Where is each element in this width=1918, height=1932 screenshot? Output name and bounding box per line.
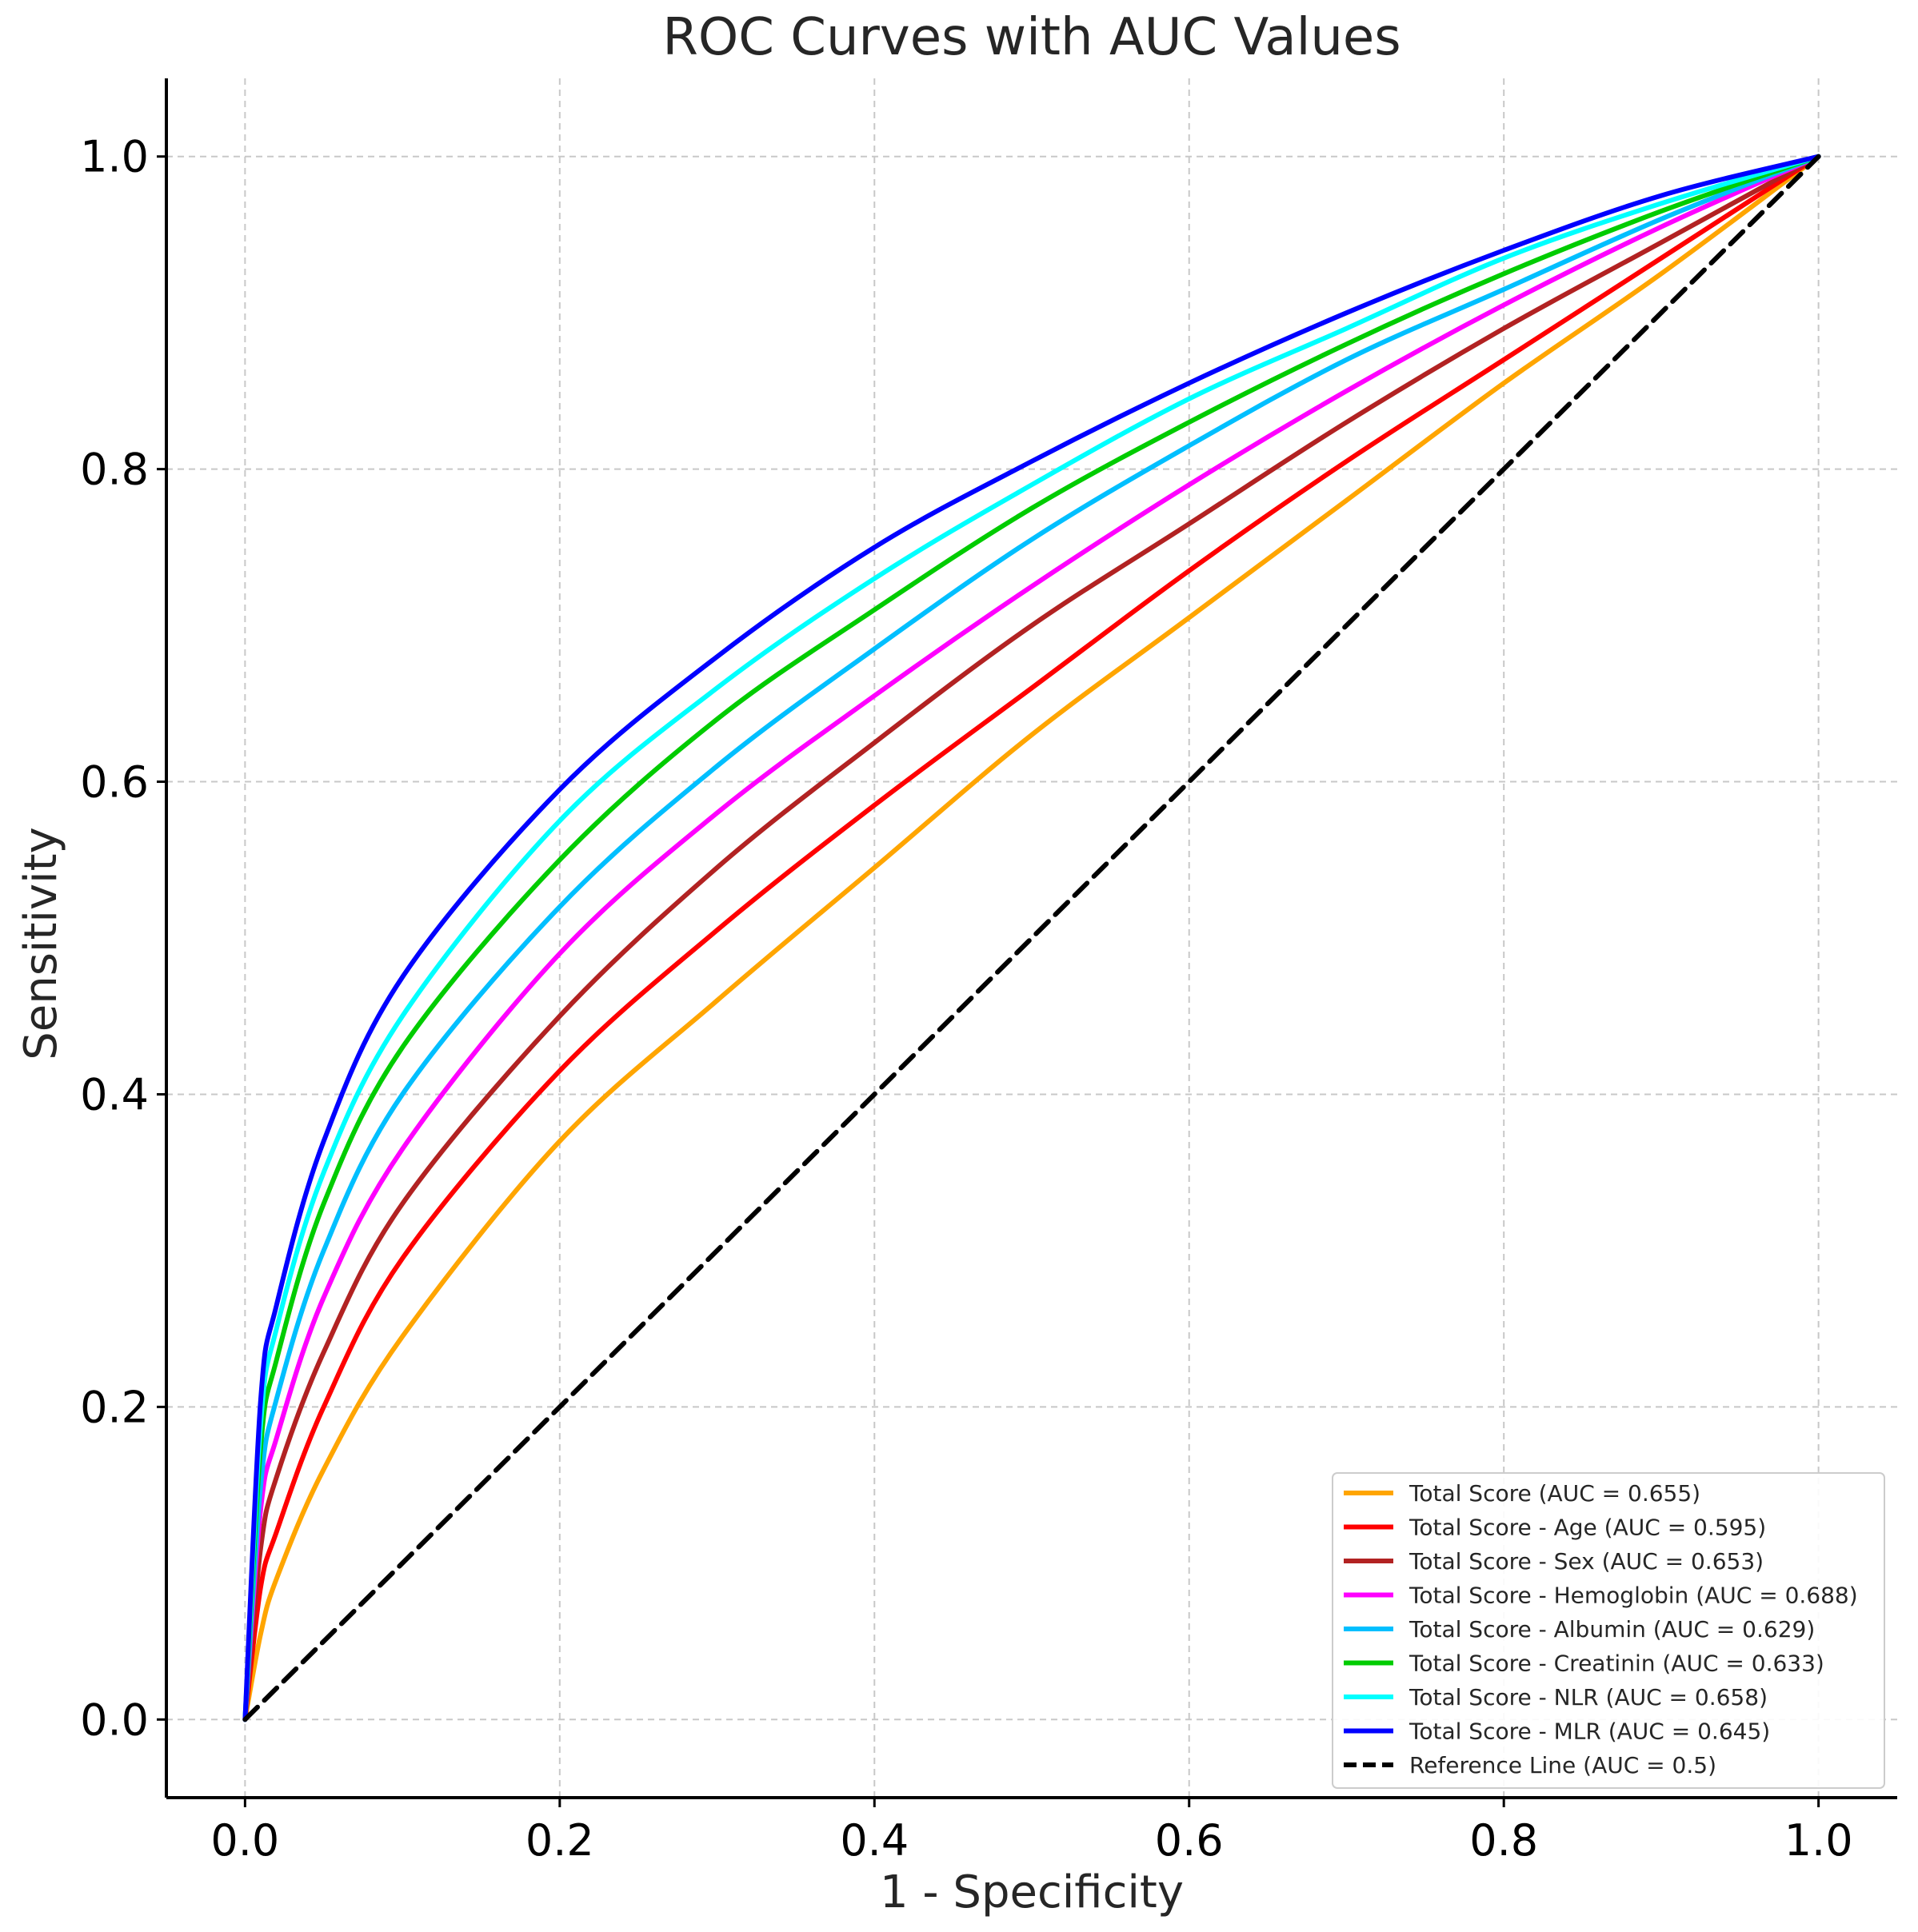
plot-series — [242, 154, 1821, 1722]
roc-curve-0 — [242, 154, 1821, 1722]
y-tick-label: 0.6 — [80, 757, 149, 808]
legend-label: Total Score (AUC = 0.655) — [1409, 1480, 1700, 1507]
legend-label: Total Score - NLR (AUC = 0.658) — [1409, 1684, 1768, 1710]
roc-curve-1 — [242, 154, 1821, 1722]
y-tick-label: 0.8 — [80, 445, 149, 495]
roc-curve-5 — [242, 154, 1821, 1722]
roc-curve-2 — [242, 154, 1821, 1722]
chart-title: ROC Curves with AUC Values — [662, 8, 1401, 67]
legend: Total Score (AUC = 0.655) Total Score - A… — [1332, 1472, 1885, 1789]
roc-curve-3 — [242, 154, 1821, 1722]
legend-label: Total Score - Sex (AUC = 0.653) — [1409, 1548, 1764, 1575]
y-tick-label: 0.4 — [80, 1069, 149, 1120]
roc-curve-6 — [242, 154, 1821, 1722]
reference-line — [242, 154, 1821, 1722]
x-tick-label: 0.2 — [525, 1815, 594, 1866]
legend-label: Reference Line (AUC = 0.5) — [1409, 1752, 1716, 1778]
legend-label: Total Score - MLR (AUC = 0.645) — [1409, 1718, 1770, 1745]
x-axis-label: 1 - Specificity — [880, 1866, 1184, 1918]
grid-lines — [166, 78, 1897, 1798]
roc-curve-4 — [242, 154, 1821, 1722]
roc-curve-7 — [242, 154, 1821, 1722]
legend-label: Total Score - Creatinin (AUC = 0.633) — [1409, 1651, 1824, 1677]
x-tick-label: 1.0 — [1784, 1815, 1853, 1866]
x-tick-label: 0.6 — [1155, 1815, 1224, 1866]
axes — [165, 78, 1897, 1799]
y-axis-label: Sensitivity — [15, 827, 67, 1060]
x-tick-label: 0.4 — [840, 1815, 909, 1866]
y-tick-label: 0.2 — [80, 1382, 149, 1432]
y-tick-label: 0.0 — [80, 1694, 149, 1745]
y-tick-label: 1.0 — [80, 132, 149, 182]
legend-box — [1332, 1472, 1885, 1789]
axis-ticks: 0.0 0.2 0.4 0.6 0.8 1.0 0.0 0.2 0.4 0.6 0.8 1.0 — [80, 132, 1852, 1866]
x-tick-label: 0.8 — [1469, 1815, 1538, 1866]
legend-label: Total Score - Hemoglobin (AUC = 0.688) — [1409, 1583, 1858, 1609]
legend-label: Total Score - Albumin (AUC = 0.629) — [1409, 1616, 1815, 1643]
legend-label: Total Score - Age (AUC = 0.595) — [1409, 1515, 1766, 1541]
x-tick-label: 0.0 — [210, 1815, 279, 1866]
